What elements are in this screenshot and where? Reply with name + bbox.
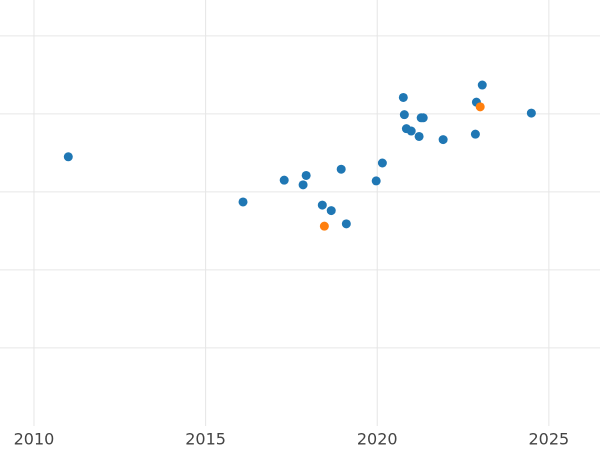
point [298,180,308,190]
x-tick-label: 2015 [185,430,226,449]
point [336,164,346,174]
point [477,80,487,90]
point [319,221,329,231]
point [371,176,381,186]
point [279,175,289,185]
point [341,219,351,229]
point [406,126,416,136]
point [438,135,448,145]
x-tick-label: 2025 [528,430,569,449]
point [63,152,73,162]
point [317,200,327,210]
point [399,110,409,120]
point [326,206,336,216]
point [301,170,311,180]
x-tick-label: 2020 [357,430,398,449]
x-tick-label: 2010 [14,430,55,449]
point [526,108,536,118]
point [475,102,485,112]
point [377,158,387,168]
point [470,129,480,139]
point [238,197,248,207]
point [418,113,428,123]
point [414,131,424,141]
point [398,92,408,102]
